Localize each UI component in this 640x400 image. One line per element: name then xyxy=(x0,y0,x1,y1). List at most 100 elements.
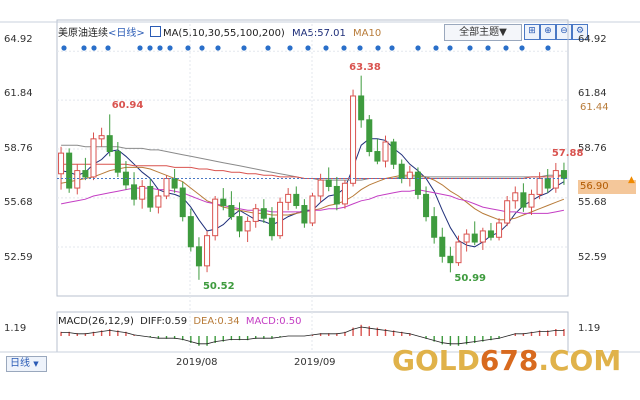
candle-body xyxy=(431,216,438,238)
event-marker-icon xyxy=(241,45,247,51)
event-marker-icon xyxy=(323,45,329,51)
event-marker-icon xyxy=(137,45,143,51)
event-marker-icon xyxy=(415,45,421,51)
candle-body xyxy=(139,185,146,200)
right-axis-label: 52.59 xyxy=(578,252,607,263)
event-marker-icon xyxy=(485,45,491,51)
event-marker-icon xyxy=(341,45,347,51)
event-marker-icon xyxy=(433,45,439,51)
candle-body xyxy=(90,138,97,178)
event-marker-icon xyxy=(147,45,153,51)
candle-body xyxy=(544,178,551,189)
event-marker-icon xyxy=(519,45,525,51)
candle-body xyxy=(66,152,73,189)
event-marker-icon xyxy=(287,45,293,51)
candle-body xyxy=(260,208,267,219)
event-marker-icon xyxy=(215,45,221,51)
right-axis-label: 61.84 xyxy=(578,88,607,99)
event-marker-icon xyxy=(185,45,191,51)
grid-icon[interactable]: ⊞ xyxy=(524,24,540,40)
candle-body xyxy=(317,179,324,197)
low-annotation: 50.99 xyxy=(454,273,487,285)
candle-body xyxy=(374,151,381,162)
event-marker-icon xyxy=(91,45,97,51)
right-axis-label: 64.92 xyxy=(578,34,607,45)
candle-body xyxy=(187,216,194,248)
candle-body xyxy=(98,135,105,140)
date-tick-label: 2019/08 xyxy=(176,357,218,368)
candle-body xyxy=(114,151,121,173)
candle-body xyxy=(277,201,284,237)
candle-body xyxy=(447,255,454,264)
candle-body xyxy=(285,193,292,203)
event-marker-icon xyxy=(157,45,163,51)
watermark-part: .COM xyxy=(538,344,622,377)
candle-body xyxy=(106,135,113,153)
candle-body xyxy=(520,192,527,208)
candle-body xyxy=(155,195,162,208)
theme-dropdown-button[interactable]: 全部主题▼ xyxy=(444,24,522,41)
ma-line xyxy=(61,163,564,179)
ma10-label: MA10 xyxy=(353,28,382,39)
low-annotation: 50.52 xyxy=(202,280,235,292)
ma-line xyxy=(61,144,564,181)
candle-body xyxy=(325,179,332,187)
period-label[interactable]: <日线> xyxy=(108,28,145,39)
right-axis-label: 58.76 xyxy=(578,143,607,154)
left-axis-label: 58.76 xyxy=(4,143,33,154)
candle-body xyxy=(406,171,413,180)
event-marker-icon xyxy=(81,45,87,51)
candle-body xyxy=(382,141,389,162)
event-marker-icon xyxy=(305,45,311,51)
candle-body xyxy=(504,200,511,224)
candle-body xyxy=(455,241,462,264)
candle-body xyxy=(195,246,202,267)
candle-body xyxy=(163,178,170,197)
left-axis-label: 52.59 xyxy=(4,252,33,263)
candle-body xyxy=(463,233,470,243)
event-marker-icon xyxy=(105,45,111,51)
candle-body xyxy=(244,220,251,232)
ma-level-tag: 61.44 xyxy=(580,102,609,113)
left-axis-label: 55.68 xyxy=(4,197,33,208)
macd-value: MACD:0.50 xyxy=(245,316,302,327)
candle-body xyxy=(333,185,340,205)
instrument-title: 美原油连续 xyxy=(58,28,108,39)
candle-body xyxy=(390,141,397,165)
event-marker-icon xyxy=(167,45,173,51)
left-axis-label: 61.84 xyxy=(4,88,33,99)
right-axis-label: 55.68 xyxy=(578,197,607,208)
candle-body xyxy=(309,195,316,224)
ma-toggle-icon[interactable] xyxy=(149,26,161,37)
candle-body xyxy=(171,178,178,189)
candle-body xyxy=(423,193,430,218)
candle-body xyxy=(212,198,219,237)
candle-body xyxy=(82,170,89,178)
candle-body xyxy=(204,235,211,267)
event-marker-icon xyxy=(447,45,453,51)
candle-body xyxy=(131,184,138,200)
event-marker-icon xyxy=(375,45,381,51)
macd-params: MACD(26,12,9) xyxy=(58,316,134,327)
macd-dea: DEA:0.34 xyxy=(193,316,240,327)
candle-body xyxy=(487,230,494,238)
period-tab[interactable]: 日线 ▼ xyxy=(6,356,47,372)
left-axis-label: 1.19 xyxy=(4,323,27,334)
candle-body xyxy=(528,193,535,208)
event-marker-icon xyxy=(357,45,363,51)
event-marker-icon xyxy=(467,45,473,51)
macd-diff-line xyxy=(61,326,564,345)
settings-icon[interactable]: ⚙ xyxy=(572,24,588,40)
event-marker-icon xyxy=(61,45,67,51)
event-marker-icon xyxy=(503,45,509,51)
event-marker-icon xyxy=(199,45,205,51)
high-annotation: 63.38 xyxy=(349,61,381,73)
candle-body xyxy=(228,205,235,218)
candle-body xyxy=(74,170,81,189)
candle-body xyxy=(552,170,559,189)
chevron-down-icon: ▼ xyxy=(33,360,39,368)
candle-body xyxy=(293,193,300,207)
zoom-icon[interactable]: ⊕ xyxy=(540,24,556,40)
candle-body xyxy=(366,119,373,153)
